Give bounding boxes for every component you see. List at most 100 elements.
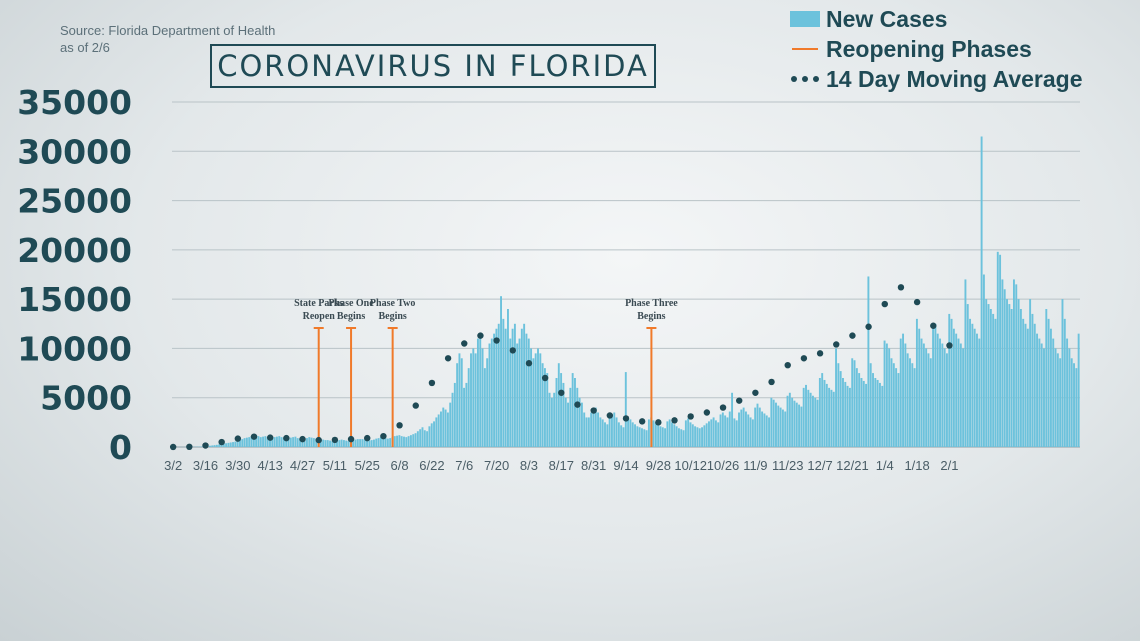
x-tick-label: 7/6 <box>455 458 473 473</box>
case-bar <box>726 417 729 447</box>
case-bar <box>241 439 244 447</box>
case-bar <box>386 438 389 447</box>
case-bar <box>472 348 475 447</box>
source-line: Source: Florida Department of Health <box>60 23 276 38</box>
case-bar <box>259 437 262 447</box>
x-tick-label: 2/1 <box>940 458 958 473</box>
case-bar <box>373 439 375 447</box>
x-tick-label: 3/30 <box>225 458 250 473</box>
case-bar <box>749 417 752 447</box>
case-bar <box>617 422 620 447</box>
y-tick-label: 15000 <box>17 280 132 319</box>
moving-average-dot <box>590 407 597 414</box>
case-bar <box>911 363 914 447</box>
case-bar <box>664 428 667 447</box>
case-bar <box>971 323 974 447</box>
x-tick-label: 1/4 <box>876 458 894 473</box>
case-bar <box>858 373 861 447</box>
case-bar <box>904 343 907 447</box>
case-bar <box>426 431 429 447</box>
case-bar <box>825 383 828 447</box>
case-bar <box>985 299 988 447</box>
case-bar <box>555 378 558 447</box>
case-bar <box>382 437 385 447</box>
x-tick-label: 10/26 <box>707 458 740 473</box>
case-bar <box>409 435 412 447</box>
case-bar <box>299 438 301 447</box>
moving-average-dot <box>881 300 888 308</box>
x-tick-label: 10/12 <box>674 458 707 473</box>
case-bar <box>620 425 623 447</box>
case-bar <box>675 426 678 447</box>
case-bar <box>306 438 308 447</box>
moving-average-dot <box>946 342 953 349</box>
moving-average-dot <box>768 378 775 386</box>
moving-average-dot <box>509 347 516 354</box>
moving-average-dot <box>364 434 371 442</box>
case-bar <box>403 436 405 447</box>
case-bar <box>1008 304 1011 447</box>
moving-average-series <box>169 284 953 451</box>
case-bar <box>742 407 745 447</box>
case-bar <box>511 328 514 447</box>
case-bar <box>213 445 216 447</box>
case-bar <box>701 427 703 447</box>
case-bar <box>211 445 214 447</box>
case-bar <box>793 400 796 447</box>
case-bar <box>476 338 479 447</box>
case-bar <box>567 402 569 447</box>
x-tick-label: 6/8 <box>391 458 409 473</box>
x-tick-label: 6/22 <box>419 458 444 473</box>
case-bar <box>571 373 574 447</box>
phase-label: Phase Two <box>370 298 415 309</box>
case-bar <box>888 348 891 447</box>
case-bar <box>248 437 251 447</box>
case-bar <box>1049 328 1052 447</box>
moving-average-dot <box>396 422 403 429</box>
case-bar <box>375 438 378 447</box>
case-bar <box>902 333 905 447</box>
case-bar <box>361 439 364 447</box>
moving-average-dot <box>703 409 711 416</box>
case-bar <box>220 444 223 447</box>
case-bar <box>876 379 879 447</box>
legend-label: New Cases <box>826 5 948 32</box>
case-bar <box>465 382 468 447</box>
case-bar <box>881 385 884 447</box>
case-bar <box>622 427 625 447</box>
x-tick-label: 11/23 <box>772 458 804 473</box>
case-bar <box>308 437 311 447</box>
case-bar <box>285 438 288 447</box>
case-bar <box>1043 348 1045 447</box>
case-bar <box>1036 333 1039 447</box>
case-bar <box>342 440 345 447</box>
case-bar <box>1017 299 1020 447</box>
case-bar <box>798 404 801 447</box>
case-bar <box>809 392 812 447</box>
case-bar <box>324 440 327 447</box>
case-bar <box>714 420 717 447</box>
case-bar <box>451 392 454 447</box>
case-bar <box>945 353 948 447</box>
case-bar <box>273 437 276 447</box>
case-bar <box>989 309 992 447</box>
moving-average-dot <box>719 404 727 411</box>
case-bar <box>435 417 438 447</box>
case-bar <box>957 338 960 447</box>
case-bar <box>738 412 740 447</box>
x-tick-label: 4/27 <box>290 458 315 473</box>
case-bar <box>440 411 442 447</box>
case-bar <box>691 424 694 447</box>
case-bar <box>282 437 285 447</box>
case-bar <box>874 378 877 447</box>
x-tick-label: 9/28 <box>646 458 671 473</box>
case-bar <box>754 407 757 447</box>
phase-label: Begins <box>637 311 665 322</box>
case-bar <box>490 338 493 447</box>
case-bar <box>239 440 241 447</box>
case-bar <box>777 405 780 447</box>
case-bar <box>345 440 348 447</box>
case-bar <box>943 348 946 447</box>
case-bar <box>1026 328 1029 447</box>
case-bar <box>976 333 978 447</box>
